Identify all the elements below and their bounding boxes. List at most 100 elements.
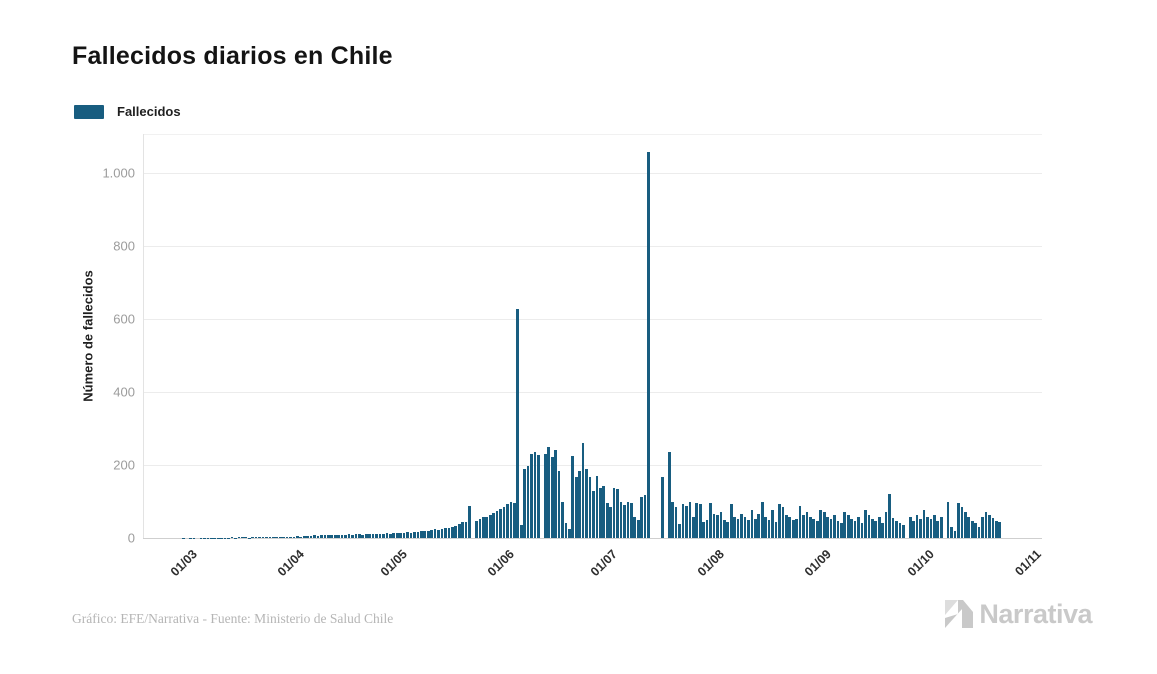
bar — [998, 521, 1002, 538]
bar — [784, 515, 788, 538]
bar — [244, 537, 248, 538]
bar — [495, 510, 499, 538]
bar — [599, 487, 602, 538]
bar — [760, 501, 764, 538]
bar — [957, 503, 960, 538]
x-tick-label: 01/05 — [377, 547, 410, 580]
bar — [884, 512, 888, 538]
bar — [375, 533, 378, 538]
bar — [571, 455, 575, 538]
bar — [382, 533, 385, 538]
bar — [647, 152, 650, 538]
gridline — [143, 465, 1042, 466]
bar — [282, 536, 285, 538]
bar — [406, 532, 409, 538]
bar — [330, 535, 334, 538]
bar — [736, 518, 740, 538]
bar — [268, 536, 272, 538]
bar — [726, 521, 730, 538]
bar — [712, 513, 716, 538]
bar — [251, 537, 254, 538]
bar — [347, 534, 351, 538]
legend-swatch-icon — [74, 104, 104, 119]
bar — [857, 516, 860, 538]
bar — [908, 516, 912, 538]
bar — [337, 534, 341, 538]
bar — [867, 514, 871, 538]
bar — [271, 536, 275, 538]
bar — [358, 534, 361, 538]
bar — [812, 519, 816, 538]
bar — [778, 503, 781, 538]
x-tick-label: 01/04 — [274, 547, 307, 580]
bar — [265, 537, 268, 538]
x-tick-label: 01/08 — [694, 547, 727, 580]
bar — [826, 516, 829, 538]
bar — [340, 535, 344, 538]
bar — [364, 533, 368, 538]
bar — [385, 533, 389, 538]
bar — [636, 520, 640, 538]
bar — [557, 470, 561, 538]
bar — [898, 523, 902, 538]
bar — [767, 520, 771, 538]
bar — [963, 512, 967, 538]
y-tick-label: 600 — [113, 311, 135, 327]
y-axis-title: Número de fallecidos — [80, 270, 96, 402]
x-axis-line — [143, 538, 1042, 539]
bar — [609, 506, 613, 538]
gridline — [143, 246, 1042, 247]
bar — [888, 493, 891, 538]
bar — [960, 506, 964, 538]
bar — [399, 532, 403, 538]
bar — [423, 530, 427, 538]
bar — [988, 514, 991, 538]
bar — [344, 534, 347, 538]
bar — [285, 536, 289, 538]
bar — [492, 513, 495, 538]
bar — [619, 501, 623, 538]
bar — [361, 534, 365, 538]
bar — [516, 309, 520, 538]
bar — [791, 520, 795, 538]
bar — [640, 497, 644, 538]
bar — [237, 537, 241, 538]
bar — [846, 514, 850, 538]
bar — [464, 521, 468, 538]
bar — [299, 536, 303, 538]
bar — [912, 520, 916, 538]
bar — [595, 475, 599, 538]
bar — [695, 502, 699, 538]
bar — [819, 510, 823, 538]
bar — [502, 506, 506, 538]
bar — [970, 520, 974, 538]
bar — [994, 520, 998, 538]
bar — [630, 503, 633, 538]
bar — [774, 521, 778, 538]
gridline — [143, 392, 1042, 393]
bar — [296, 536, 299, 538]
bar — [829, 519, 833, 538]
bar — [729, 503, 733, 538]
bar — [671, 501, 675, 538]
bar — [506, 504, 509, 538]
bar — [409, 532, 413, 538]
bar — [512, 502, 516, 538]
bar — [450, 526, 454, 538]
plot-top-border — [143, 134, 1042, 135]
bar — [953, 530, 957, 538]
bar — [523, 469, 526, 538]
bar — [561, 501, 564, 538]
bar — [881, 523, 885, 538]
bar — [643, 495, 647, 538]
bar — [461, 522, 464, 538]
bar — [605, 502, 609, 538]
bar — [564, 523, 568, 538]
bar — [939, 516, 943, 538]
bar — [568, 528, 571, 538]
bar — [389, 533, 392, 538]
bar — [292, 536, 296, 538]
narrativa-logo-icon — [945, 600, 974, 628]
bar — [981, 516, 984, 538]
legend-label: Fallecidos — [117, 104, 181, 119]
